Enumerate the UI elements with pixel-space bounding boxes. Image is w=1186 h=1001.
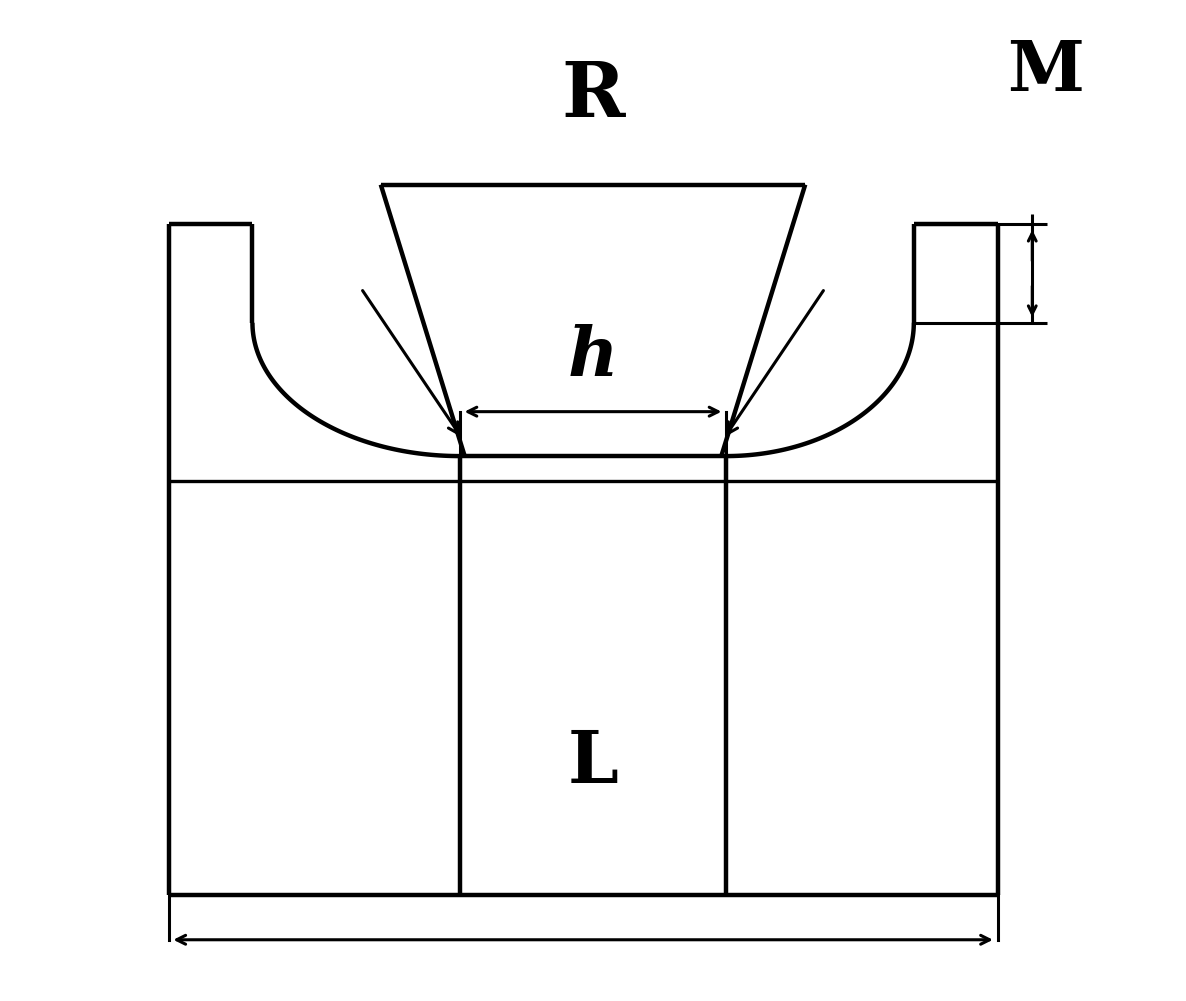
Text: M: M <box>1007 38 1084 105</box>
Text: L: L <box>568 727 618 798</box>
Text: h: h <box>568 323 618 391</box>
Text: R: R <box>561 59 625 133</box>
